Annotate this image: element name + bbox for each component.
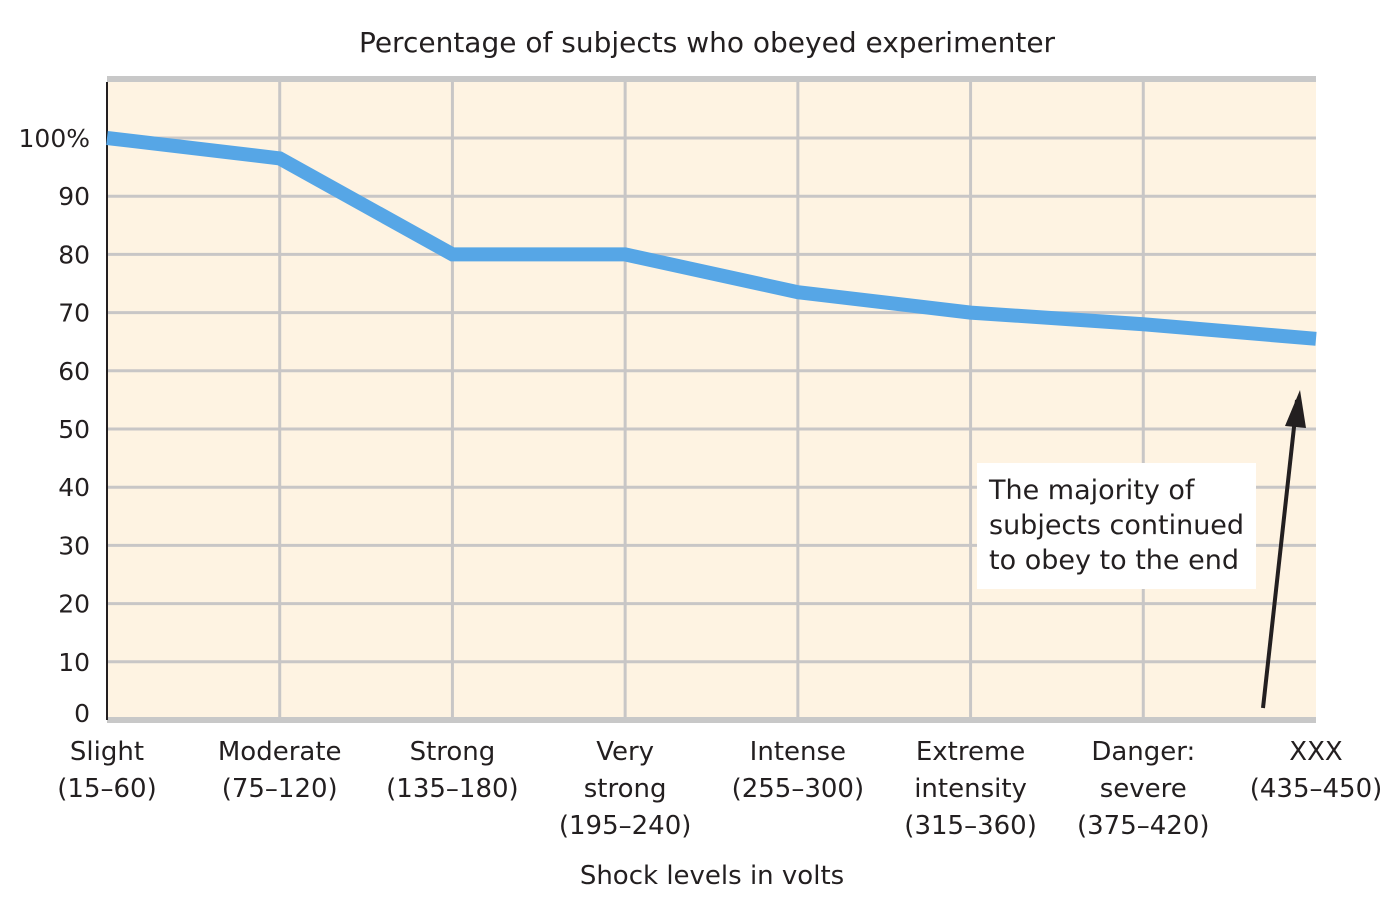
annotation-text: The majority of subjects continued to obey… <box>988 475 1244 576</box>
y-tick-label: 10 <box>58 648 90 677</box>
x-tick-labels: Slight (15–60) Moderate (75–120) Strong (135–… <box>57 737 1382 841</box>
x-tick-label-line: (255–300) <box>732 774 865 804</box>
y-tick-label: 70 <box>58 299 90 328</box>
annotation-line: subjects continued <box>989 510 1244 541</box>
x-tick-label-line: severe <box>1100 774 1187 804</box>
x-tick-label: XXX (435–450) <box>1250 737 1383 804</box>
annotation-arrow <box>1261 399 1299 709</box>
y-tick-label: 30 <box>58 531 90 560</box>
x-tick-label-line: strong <box>584 774 667 804</box>
x-tick-label-line: XXX <box>1289 737 1342 767</box>
x-tick-label-line: Strong <box>410 737 496 767</box>
x-tick-label-line: (375–420) <box>1077 811 1210 841</box>
x-axis-label: Shock levels in volts <box>580 861 844 891</box>
y-tick-labels: 0 10 20 30 40 50 60 70 80 90 100% <box>19 124 90 728</box>
y-tick-label: 80 <box>58 240 90 269</box>
y-tick-label: 20 <box>58 590 90 619</box>
data-points <box>106 137 1317 339</box>
annotation-arrowhead <box>1285 390 1306 428</box>
x-tick-label: Intense (255–300) <box>732 737 865 804</box>
x-tick-label-line: (15–60) <box>57 774 156 804</box>
x-tick-label: Slight (15–60) <box>57 737 156 804</box>
plot-area <box>107 80 1316 720</box>
x-tick-label: Danger: severe (375–420) <box>1077 737 1210 841</box>
x-tick-label-line: Intense <box>750 737 846 767</box>
x-tick-label: Very strong (195–240) <box>559 737 692 841</box>
annotation-box <box>977 463 1256 589</box>
annotation-line: The majority of <box>988 475 1196 506</box>
y-tick-label: 100% <box>19 124 90 153</box>
x-tick-label: Extreme intensity (315–360) <box>904 737 1037 841</box>
x-axis-bar <box>107 717 1316 723</box>
annotation-line: to obey to the end <box>989 545 1239 576</box>
x-tick-label-line: (435–450) <box>1250 774 1383 804</box>
y-tick-label: 50 <box>58 415 90 444</box>
top-frame-bar <box>107 76 1316 82</box>
x-tick-label-line: (315–360) <box>904 811 1037 841</box>
x-tick-label-line: Very <box>596 737 654 767</box>
y-tick-label: 60 <box>58 357 90 386</box>
obedience-series-line <box>106 131 1317 346</box>
x-tick-label: Moderate (75–120) <box>218 737 342 804</box>
x-tick-label: Strong (135–180) <box>386 737 519 804</box>
x-tick-label-line: (135–180) <box>386 774 519 804</box>
chart-title: Percentage of subjects who obeyed experi… <box>359 26 1056 59</box>
x-tick-label-line: Extreme <box>916 737 1025 767</box>
x-tick-label-line: Moderate <box>218 737 342 767</box>
x-tick-label-line: (195–240) <box>559 811 692 841</box>
x-tick-label-line: intensity <box>914 774 1027 804</box>
x-tick-label-line: Danger: <box>1091 737 1195 767</box>
y-tick-label: 40 <box>58 473 90 502</box>
x-tick-label-line: (75–120) <box>222 774 338 804</box>
x-tick-label-line: Slight <box>70 737 144 767</box>
y-tick-label: 0 <box>74 699 90 728</box>
gridlines <box>107 82 1316 718</box>
y-tick-label: 90 <box>58 182 90 211</box>
